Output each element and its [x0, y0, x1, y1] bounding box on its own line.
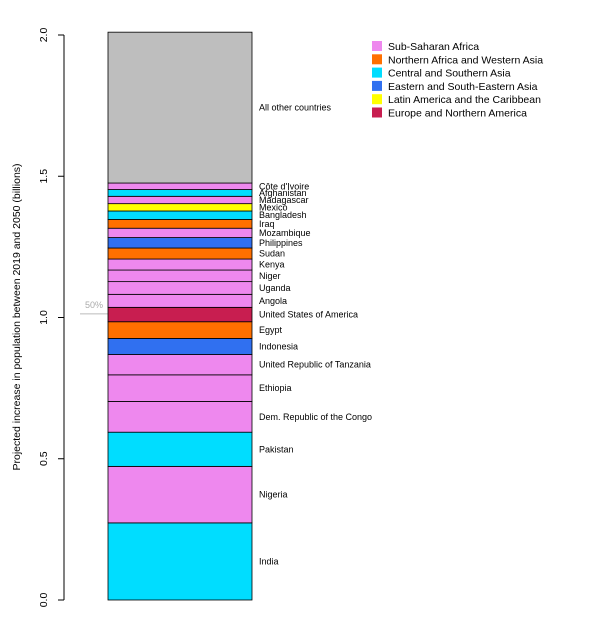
- segment-label-ethiopia: Ethiopia: [259, 383, 292, 393]
- bar-segment-ethiopia: [107, 374, 253, 402]
- segment-label-indonesia: Indonesia: [259, 341, 298, 351]
- bar-segment-mozambique: [107, 227, 253, 238]
- bar-segment-kenya: [107, 258, 253, 271]
- legend-label-sub-saharan-africa: Sub-Saharan Africa: [388, 41, 479, 53]
- bar-segment-united-states-of-america: [107, 306, 253, 323]
- segment-label-madagascar: Madagascar: [259, 195, 309, 205]
- legend-label-central-and-southern-asia: Central and Southern Asia: [388, 68, 511, 80]
- bar-segment-pakistan: [107, 431, 253, 467]
- bar-segment-dem-republic-of-the-congo: [107, 401, 253, 433]
- segment-label-dem-republic-of-the-congo: Dem. Republic of the Congo: [259, 412, 372, 422]
- bar-segment-angola: [107, 293, 253, 308]
- bar-segment-philippines: [107, 237, 253, 249]
- segment-label-india: India: [259, 556, 279, 566]
- legend-swatch-sub-saharan-africa: [372, 41, 382, 51]
- legend-swatch-central-and-southern-asia: [372, 67, 382, 78]
- segment-label-philippines: Philippines: [259, 238, 303, 248]
- segment-label-all-other-countries: All other countries: [259, 103, 332, 113]
- segment-label-bangladesh: Bangladesh: [259, 210, 307, 220]
- y-tick-label: 1.0: [38, 310, 50, 325]
- segment-label-afghanistan: Afghanistan: [259, 188, 307, 198]
- segment-label-uganda: Uganda: [259, 283, 291, 293]
- bar-segment-egypt: [107, 321, 253, 339]
- legend-label-northern-africa-and-western-asia: Northern Africa and Western Asia: [388, 54, 543, 66]
- y-axis: 0.0 0.5 1.0 1.5 2.0: [38, 28, 65, 608]
- segment-label-united-republic-of-tanzania: United Republic of Tanzania: [259, 360, 371, 370]
- segment-label-mozambique: Mozambique: [259, 228, 311, 238]
- legend-swatch-northern-africa-and-western-asia: [372, 54, 382, 65]
- bar-segment-nigeria: [107, 465, 253, 524]
- bar-segment-niger: [107, 269, 253, 283]
- y-tick-label: 0.5: [38, 451, 50, 466]
- legend-label-latin-america-and-the-caribbean: Latin America and the Caribbean: [388, 94, 541, 106]
- segment-label-nigeria: Nigeria: [259, 490, 288, 500]
- segment-label-pakistan: Pakistan: [259, 444, 294, 454]
- segment-label-sudan: Sudan: [259, 249, 285, 259]
- segment-label-cote-d-ivoire: Côte d'Ivoire: [259, 181, 309, 191]
- y-axis-title: Projected increase in population between…: [11, 163, 23, 470]
- legend-swatch-latin-america-and-the-caribbean: [372, 94, 382, 105]
- bar-segment-india: [107, 522, 253, 601]
- bar-segment-indonesia: [107, 338, 253, 355]
- segment-label-angola: Angola: [259, 296, 287, 306]
- legend-label-eastern-and-south-eastern-asia: Eastern and South-Eastern Asia: [388, 81, 538, 93]
- bar-segment-madagascar: [107, 195, 253, 205]
- bar-segment-iraq: [107, 219, 253, 229]
- bar-segment-sudan: [107, 247, 253, 260]
- y-tick-label: 2.0: [38, 28, 50, 43]
- bar-segment-mexico: [107, 203, 253, 212]
- legend-swatch-eastern-and-south-eastern-asia: [372, 80, 382, 91]
- segment-labels: India Nigeria Pakistan Dem. Republic of the…: [259, 103, 372, 567]
- legend-label-europe-and-northern-america: Europe and Northern America: [388, 108, 527, 120]
- segment-label-iraq: Iraq: [259, 219, 275, 229]
- y-tick-label: 1.5: [38, 169, 50, 184]
- segment-label-niger: Niger: [259, 271, 281, 281]
- bar-segment-bangladesh: [107, 210, 253, 220]
- bar-segments: [107, 31, 253, 601]
- bar-segment-cote-d-ivoire: [107, 182, 253, 190]
- reference-line-label: 50%: [85, 300, 103, 310]
- segment-label-united-states-of-america: United States of America: [259, 310, 358, 320]
- legend-swatch-europe-and-northern-america: [372, 107, 382, 118]
- bar-segment-all-other-countries: [107, 31, 253, 184]
- segment-label-kenya: Kenya: [259, 260, 285, 270]
- bar-segment-united-republic-of-tanzania: [107, 354, 253, 376]
- segment-label-egypt: Egypt: [259, 325, 283, 335]
- segment-label-mexico: Mexico: [259, 202, 288, 212]
- bar-segment-afghanistan: [107, 189, 253, 197]
- y-tick-label: 0.0: [38, 593, 50, 608]
- bar-segment-uganda: [107, 281, 253, 295]
